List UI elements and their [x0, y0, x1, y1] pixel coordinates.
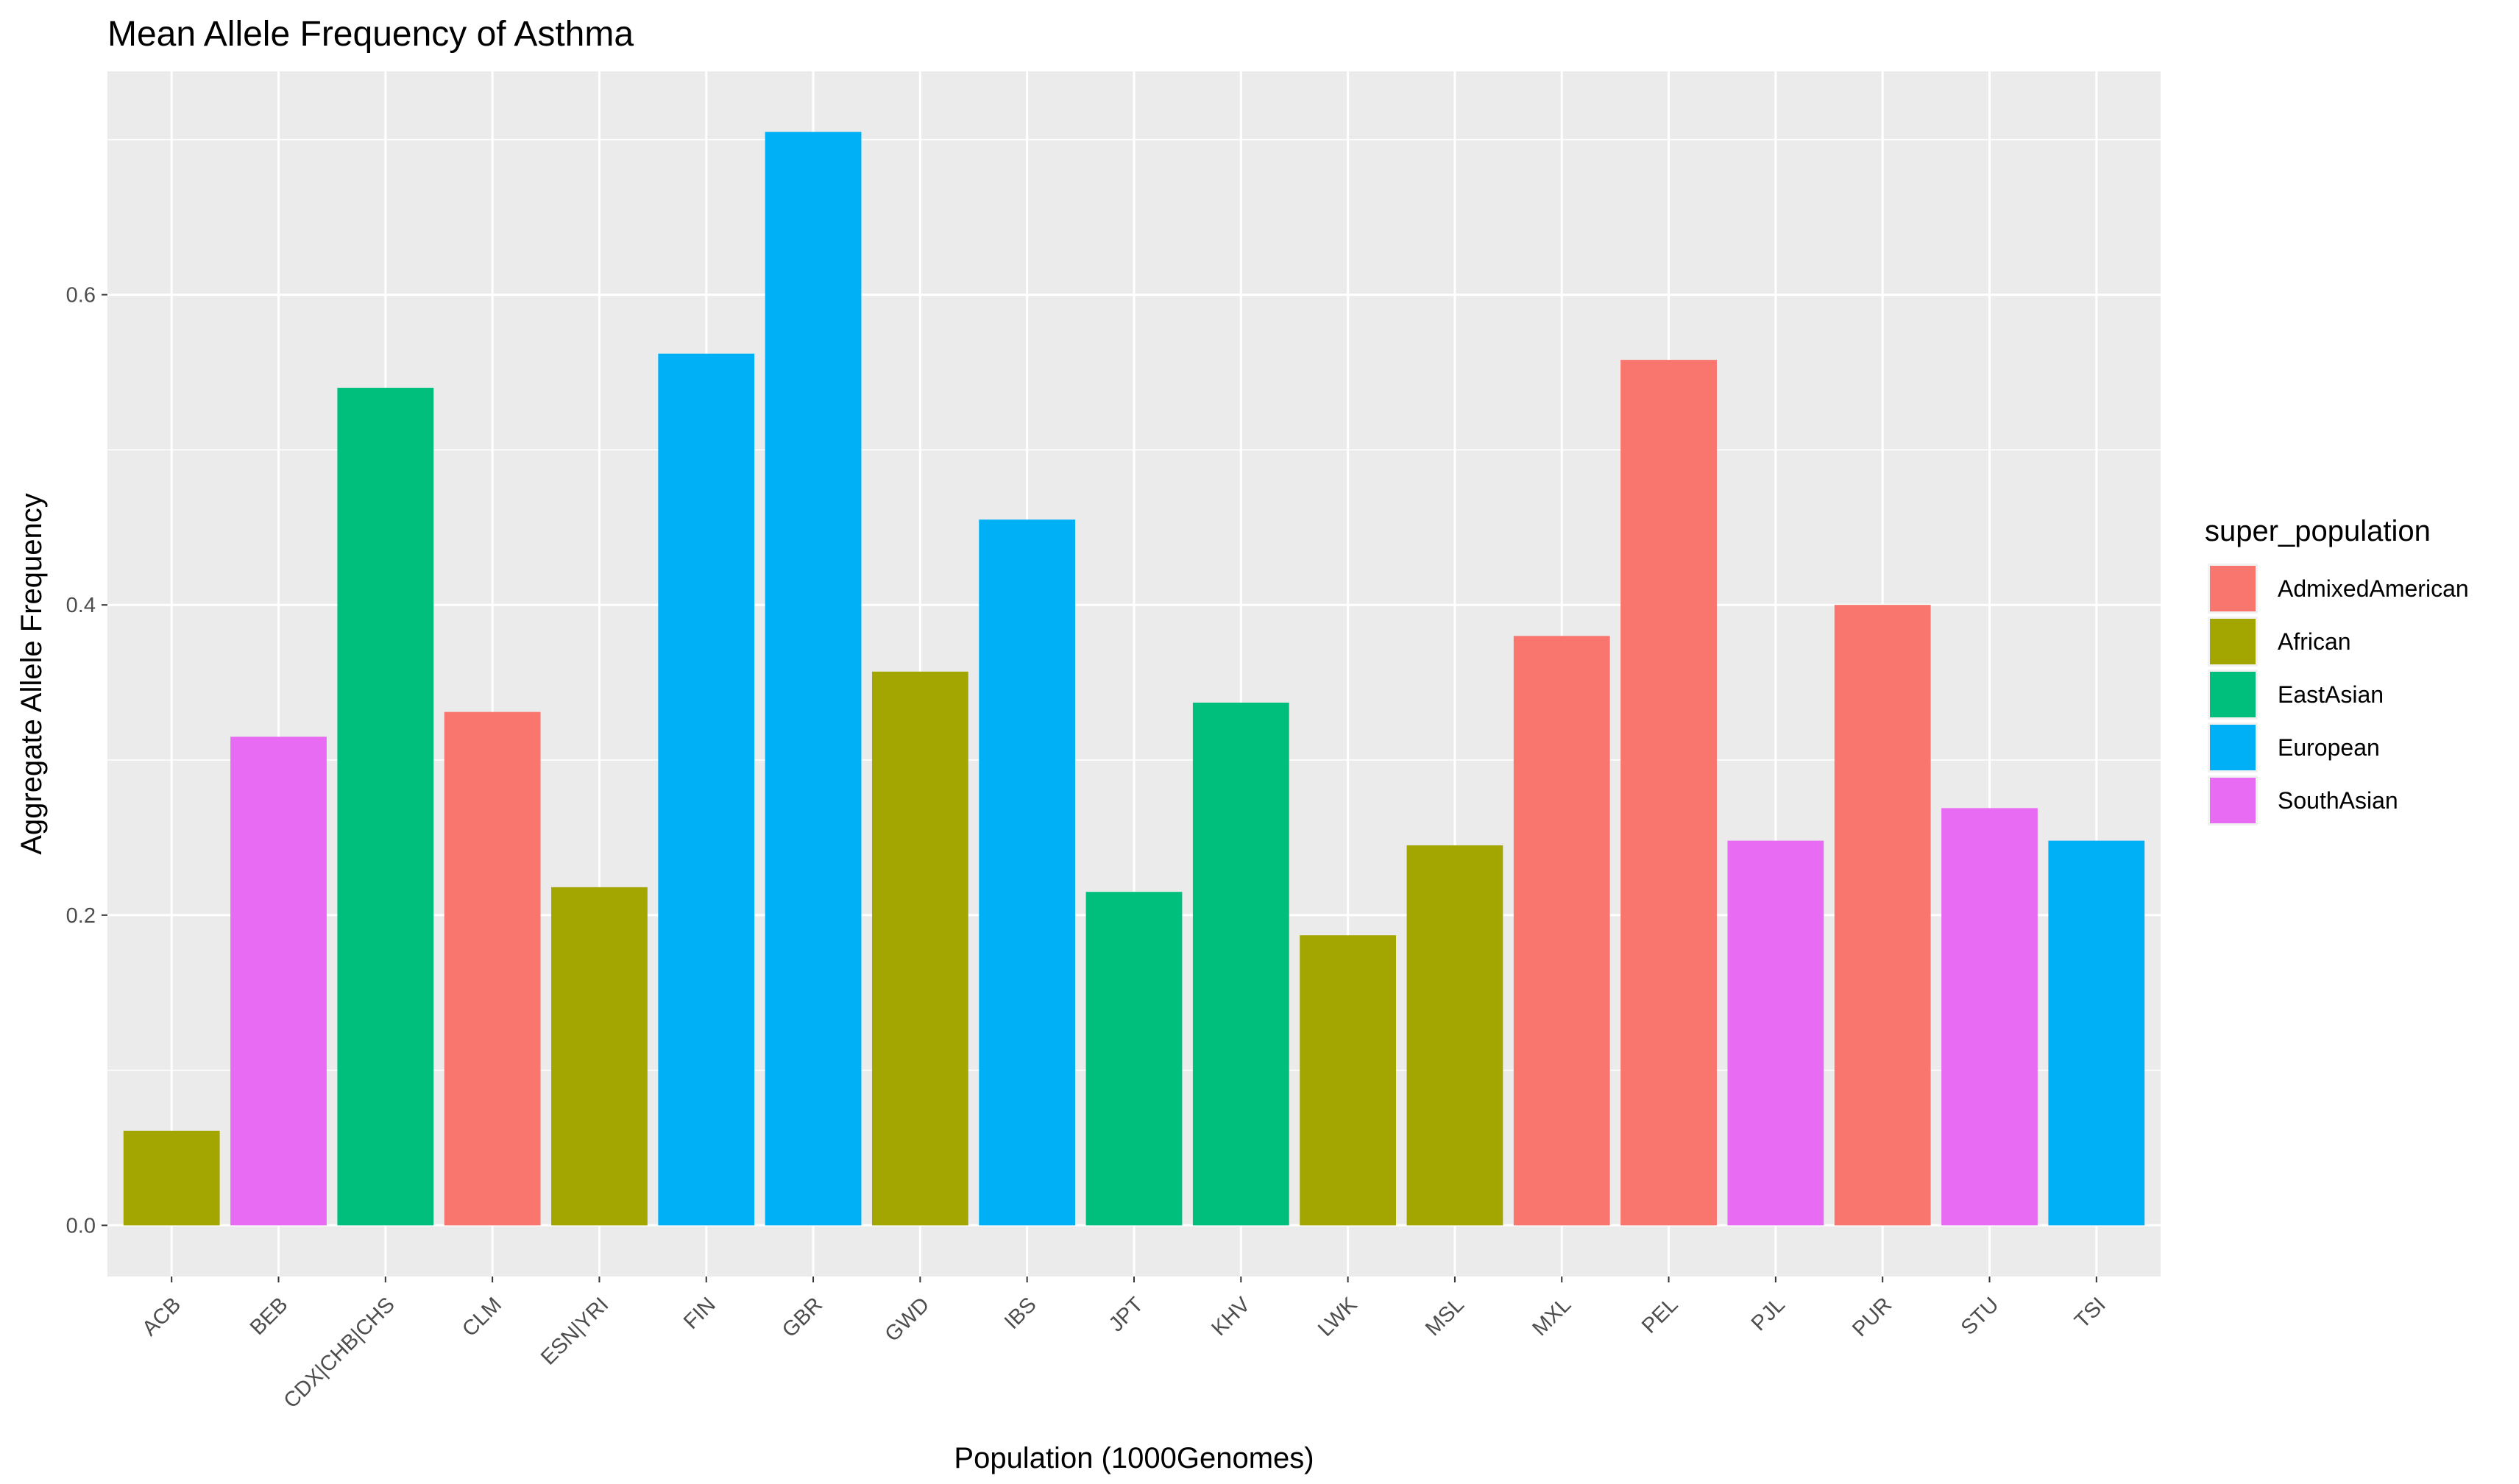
- y-tick-label: 0.4: [66, 594, 96, 617]
- bar-jpt: [1085, 892, 1183, 1226]
- legend-swatch: [2210, 619, 2256, 664]
- x-tick-label: JPT: [1105, 1293, 1148, 1336]
- legend-label: European: [2278, 734, 2380, 761]
- x-tick-label: CLM: [458, 1293, 506, 1341]
- y-axis-ticks: 0.0 0.2 0.4 0.6: [66, 284, 107, 1238]
- x-tick-label: BEB: [246, 1293, 293, 1340]
- x-tick-label: GWD: [881, 1293, 935, 1346]
- bar-ibs: [979, 519, 1076, 1226]
- x-tick-label: PUR: [1848, 1293, 1896, 1341]
- x-axis-title: Population (1000Genomes): [954, 1442, 1314, 1474]
- bars: [123, 132, 2145, 1226]
- x-tick-label: STU: [1957, 1293, 2004, 1340]
- x-tick-label: MSL: [1421, 1293, 1469, 1341]
- bar-khv: [1192, 703, 1289, 1226]
- bar-pjl: [1727, 840, 1824, 1226]
- bar-acb: [123, 1130, 220, 1226]
- x-tick-label: PEL: [1637, 1293, 1682, 1338]
- legend-label: EastAsian: [2278, 681, 2384, 708]
- legend: super_population AdmixedAmerican African E…: [2205, 515, 2469, 826]
- x-tick-label: MXL: [1528, 1293, 1576, 1341]
- bar-pel: [1620, 360, 1717, 1226]
- x-tick-label: FIN: [679, 1293, 720, 1334]
- bar-stu: [1941, 808, 2038, 1226]
- legend-title: super_population: [2205, 515, 2431, 547]
- legend-label: SouthAsian: [2278, 787, 2398, 814]
- x-tick-label: ESN|YRI: [536, 1293, 613, 1369]
- x-tick-label: CDX|CHB|CHS: [280, 1293, 400, 1413]
- x-tick-label: KHV: [1207, 1293, 1255, 1341]
- bar-mxl: [1513, 636, 1610, 1226]
- bar-gwd: [871, 671, 968, 1226]
- legend-swatch: [2210, 778, 2256, 823]
- legend-label: AdmixedAmerican: [2278, 575, 2469, 602]
- legend-swatch: [2210, 566, 2256, 611]
- bar-esn-yri: [551, 887, 648, 1226]
- legend-label: African: [2278, 628, 2351, 655]
- bar-clm: [444, 711, 541, 1226]
- bar-msl: [1406, 845, 1503, 1226]
- x-tick-label: PJL: [1747, 1293, 1790, 1335]
- bar-tsi: [2048, 840, 2145, 1226]
- x-tick-label: ACB: [138, 1293, 185, 1341]
- y-tick-label: 0.0: [66, 1214, 96, 1238]
- x-tick-label: LWK: [1314, 1293, 1362, 1341]
- y-tick-label: 0.6: [66, 284, 96, 308]
- bar-lwk: [1300, 935, 1397, 1226]
- bar-pur: [1834, 605, 1931, 1226]
- bar-gbr: [765, 132, 862, 1226]
- x-tick-label: TSI: [2070, 1293, 2111, 1333]
- legend-swatch: [2210, 672, 2256, 717]
- x-tick-label: IBS: [1000, 1293, 1041, 1334]
- y-axis-title: Aggregate Allele Frequency: [15, 493, 48, 854]
- bar-beb: [230, 736, 327, 1226]
- x-tick-label: GBR: [778, 1293, 827, 1342]
- bar-fin: [658, 353, 755, 1226]
- legend-swatch: [2210, 725, 2256, 770]
- chart-title: Mean Allele Frequency of Asthma: [107, 15, 634, 54]
- y-tick-label: 0.2: [66, 904, 96, 928]
- bar-cdx-chb-chs: [337, 388, 434, 1226]
